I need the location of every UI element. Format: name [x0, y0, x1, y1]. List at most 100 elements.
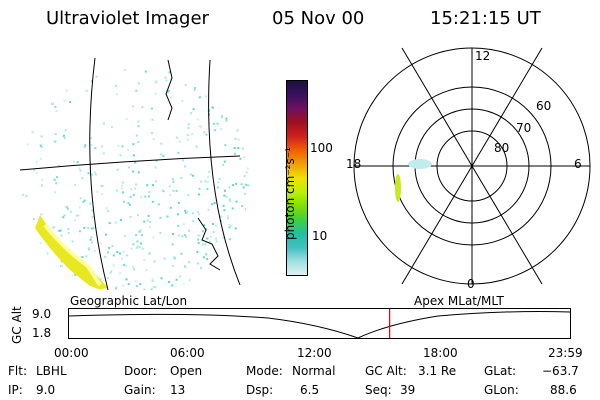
speckle-dot	[168, 281, 170, 283]
speckle-dot	[225, 195, 228, 198]
speckle-dot	[202, 256, 205, 259]
speckle-dot	[74, 219, 77, 222]
speckle-dot	[245, 212, 248, 215]
speckle-dot	[81, 177, 84, 180]
speckle-dot	[64, 129, 67, 132]
speckle-dot	[101, 193, 104, 196]
speckle-dot	[130, 247, 133, 250]
speckle-dot	[163, 257, 166, 260]
lat-label-60: 60	[536, 99, 551, 113]
speckle-dot	[171, 243, 174, 246]
speckle-dot	[166, 215, 169, 218]
speckle-dot	[204, 243, 207, 246]
speckle-dot	[198, 213, 200, 216]
speckle-dot	[102, 122, 105, 125]
speckle-dot	[41, 178, 44, 181]
speckle-dot	[54, 106, 57, 108]
speckle-dot	[224, 144, 227, 147]
speckle-dot	[226, 217, 229, 220]
speckle-dot	[120, 187, 123, 190]
speckle-dot	[177, 201, 180, 204]
speckle-dot	[203, 131, 206, 134]
altitude-curve	[68, 311, 571, 339]
speckle-dot	[179, 275, 182, 278]
speckle-dot	[83, 199, 86, 202]
timeline-left-title: Geographic Lat/Lon	[70, 294, 188, 308]
speckle-dot	[215, 237, 218, 240]
mlt-label-0: 0	[467, 277, 475, 291]
speckle-dot	[127, 166, 130, 169]
mode-value: Normal	[292, 364, 336, 378]
speckle-dot	[173, 256, 176, 259]
speckle-dot	[136, 245, 139, 248]
speckle-dot	[140, 196, 142, 198]
speckle-dot	[123, 234, 126, 237]
speckle-dot	[40, 184, 43, 187]
speckle-dot	[159, 232, 162, 234]
speckle-dot	[122, 264, 125, 266]
speckle-dot	[91, 216, 94, 218]
speckle-dot	[162, 190, 165, 193]
speckle-dot	[84, 144, 87, 147]
ip-value: 9.0	[36, 383, 56, 397]
speckle-dot	[132, 194, 135, 196]
glat-label: GLat:	[484, 364, 517, 378]
speckle-dot	[205, 241, 208, 244]
speckle-dot	[120, 219, 123, 221]
speckle-dot	[192, 108, 195, 111]
speckle-dot	[74, 273, 77, 276]
speckle-dot	[192, 220, 195, 223]
speckle-dot	[56, 176, 58, 179]
speckle-dot	[112, 254, 115, 257]
speckle-dot	[152, 184, 154, 187]
timeline-xtick-0: 00:00	[54, 346, 89, 360]
speckle-dot	[154, 81, 157, 84]
speckle-dot	[215, 240, 218, 243]
speckle-dot	[54, 140, 57, 143]
speckle-dot	[137, 171, 140, 174]
speckle-dot	[183, 234, 186, 237]
speckle-dot	[226, 215, 229, 217]
speckle-dot	[161, 189, 164, 192]
speckle-dot	[124, 265, 127, 268]
speckle-dot	[154, 92, 157, 95]
speckle-dot	[175, 190, 178, 192]
speckle-dot	[198, 125, 201, 128]
gcalt-value: 3.1 Re	[418, 364, 457, 378]
speckle-dot	[193, 89, 196, 91]
speckle-dot	[137, 141, 140, 143]
speckle-dot	[135, 246, 138, 249]
speckle-dot	[222, 236, 225, 239]
polar-spoke-4	[401, 165, 473, 285]
speckle-dot	[77, 214, 80, 217]
longitude-line-east	[208, 59, 241, 286]
coastline-south	[197, 217, 221, 271]
speckle-dot	[224, 189, 226, 192]
glon-label: GLon:	[484, 383, 519, 397]
speckle-dot	[205, 253, 208, 256]
speckle-dot	[140, 234, 143, 237]
speckle-dot	[55, 182, 58, 185]
timeline-xtick-1: 06:00	[170, 346, 205, 360]
speckle-dot	[186, 210, 189, 213]
speckle-dot	[152, 285, 155, 288]
glon-value: 88.6	[550, 383, 577, 397]
speckle-dot	[65, 89, 68, 92]
timeline-ytick-9: 9.0	[32, 307, 52, 321]
speckle-dot	[177, 151, 180, 154]
speckle-dot	[200, 125, 203, 128]
speckle-dot	[139, 246, 141, 249]
speckle-dot	[83, 226, 86, 229]
speckle-dot	[184, 165, 186, 168]
speckle-dot	[108, 246, 111, 249]
speckle-dot	[99, 278, 102, 281]
speckle-dot	[209, 240, 212, 243]
speckle-dot	[205, 133, 208, 136]
speckle-dot	[141, 106, 144, 109]
speckle-dot	[228, 198, 231, 201]
speckle-dot	[99, 242, 102, 245]
speckle-dot	[171, 265, 174, 267]
speckle-dot	[135, 89, 138, 92]
mode-label: Mode:	[246, 364, 283, 378]
speckle-dot	[115, 189, 118, 192]
